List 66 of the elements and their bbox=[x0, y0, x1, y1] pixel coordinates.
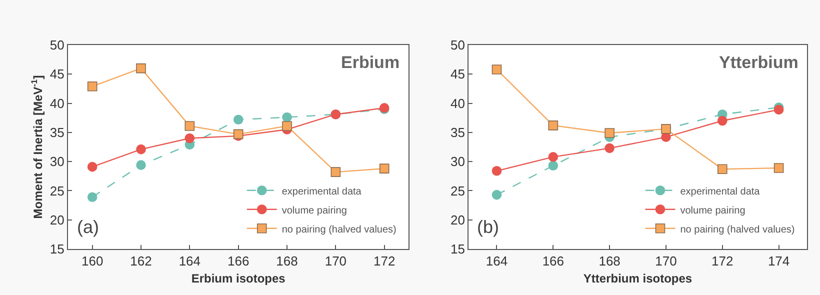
point bbox=[774, 104, 784, 115]
point bbox=[492, 166, 502, 176]
legend-label: experimental data bbox=[282, 186, 362, 198]
annotation: (a) bbox=[77, 217, 99, 237]
x-tick-label: 170 bbox=[655, 254, 677, 269]
text: Ytterbium bbox=[719, 53, 798, 72]
point bbox=[87, 192, 98, 202]
legend-label: no pairing (halved values) bbox=[680, 224, 795, 236]
x-tick-label: 166 bbox=[542, 254, 564, 269]
point bbox=[548, 160, 558, 171]
point bbox=[282, 121, 292, 131]
y-tick-label: 35 bbox=[450, 124, 465, 140]
point bbox=[136, 160, 146, 170]
y-tick-label: 20 bbox=[50, 212, 64, 228]
x-tick-label: 162 bbox=[130, 254, 152, 269]
y-tick-label: 50 bbox=[50, 38, 64, 53]
y-tick-label: 40 bbox=[50, 96, 64, 111]
point bbox=[330, 167, 341, 177]
point bbox=[87, 81, 98, 92]
y-tick-label: 25 bbox=[50, 183, 64, 198]
point bbox=[548, 120, 558, 130]
y-tick-label: 30 bbox=[450, 154, 465, 170]
x-tick-label: 168 bbox=[276, 254, 298, 269]
point bbox=[492, 190, 502, 200]
point bbox=[717, 116, 728, 126]
legend-label: volume pairing bbox=[680, 205, 746, 216]
point bbox=[233, 114, 244, 125]
point bbox=[184, 133, 195, 144]
point bbox=[548, 152, 558, 162]
annotation: (b) bbox=[477, 217, 499, 237]
x-tick-label: 172 bbox=[373, 254, 396, 269]
x-tick-label: 170 bbox=[324, 254, 347, 269]
y-tick-label: 20 bbox=[450, 212, 465, 228]
x-tick-label: 164 bbox=[486, 254, 508, 269]
y-tick-label: 35 bbox=[50, 124, 64, 140]
point bbox=[136, 63, 146, 74]
point bbox=[604, 128, 614, 138]
x-axis-title: Ytterbium isotopes bbox=[583, 272, 692, 286]
y-tick-label: 45 bbox=[50, 66, 64, 82]
point bbox=[774, 163, 784, 173]
y-tick-label: 50 bbox=[450, 38, 465, 53]
point bbox=[492, 64, 502, 74]
x-tick-label: 160 bbox=[81, 254, 104, 269]
x-tick-label: 164 bbox=[178, 254, 201, 269]
y-tick-label: 15 bbox=[50, 242, 64, 257]
y-tick-label: 45 bbox=[450, 66, 465, 82]
x-tick-label: 172 bbox=[712, 254, 734, 269]
point bbox=[604, 143, 614, 154]
legend-label: experimental data bbox=[680, 186, 760, 198]
point bbox=[282, 112, 292, 122]
y-tick-label: 40 bbox=[450, 96, 465, 111]
legend-label: volume pairing bbox=[282, 205, 347, 216]
point bbox=[136, 144, 146, 154]
y-tick-label: 25 bbox=[450, 183, 465, 198]
text: Erbium bbox=[341, 53, 400, 72]
point bbox=[184, 121, 195, 131]
x-tick-label: 168 bbox=[598, 254, 620, 269]
x-tick-label: 174 bbox=[768, 254, 790, 269]
y-tick-label: 30 bbox=[50, 154, 64, 170]
point bbox=[717, 164, 728, 174]
x-tick-label: 166 bbox=[227, 254, 250, 269]
y-tick-label: 15 bbox=[450, 242, 465, 257]
point bbox=[379, 164, 390, 174]
point bbox=[87, 162, 98, 172]
legend-label: no pairing (halved values) bbox=[282, 224, 396, 236]
x-axis-title: Erbium isotopes bbox=[191, 272, 286, 286]
